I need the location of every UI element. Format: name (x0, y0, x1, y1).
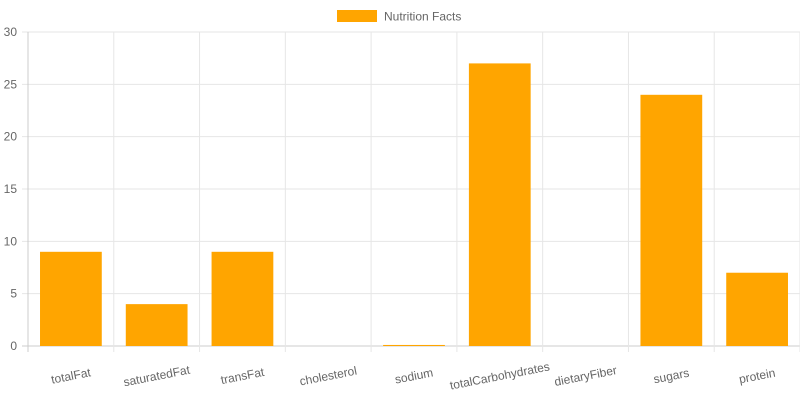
x-tick-label: cholesterol (298, 364, 358, 389)
bar-totalCarbohydrates[interactable] (468, 63, 531, 347)
y-tick-label: 5 (10, 287, 17, 301)
y-tick-label: 15 (4, 182, 18, 196)
y-axis: 0 5 10 15 20 25 30 (4, 25, 18, 353)
x-tick-label: totalCarbohydrates (449, 359, 551, 392)
x-tick-label: protein (738, 366, 777, 387)
x-tick-label: transFat (220, 365, 267, 387)
x-axis: totalFat saturatedFat transFat cholesterol s… (50, 359, 777, 392)
bar-transFat[interactable] (211, 251, 274, 346)
x-tick-label: saturatedFat (122, 363, 191, 390)
x-tick-label: sodium (394, 365, 435, 386)
bar-protein[interactable] (726, 272, 788, 346)
bar-sodium[interactable] (383, 344, 445, 346)
y-tick-label: 0 (10, 339, 17, 353)
x-tick-label: dietaryFiber (553, 363, 618, 389)
y-tick-label: 20 (4, 130, 18, 144)
legend[interactable]: Nutrition Facts (337, 10, 461, 24)
legend-label: Nutrition Facts (384, 10, 461, 24)
bar-totalFat[interactable] (40, 251, 102, 346)
x-tick-label: sugars (652, 366, 690, 387)
y-tick-label: 25 (4, 77, 18, 91)
bars (40, 63, 788, 347)
bar-saturatedFat[interactable] (125, 304, 188, 346)
bar-sugars[interactable] (640, 94, 703, 346)
y-tick-label: 10 (4, 234, 18, 248)
x-tick-label: totalFat (50, 365, 93, 387)
y-tick-label: 30 (4, 25, 18, 39)
legend-swatch (337, 10, 377, 22)
grid (22, 31, 800, 352)
